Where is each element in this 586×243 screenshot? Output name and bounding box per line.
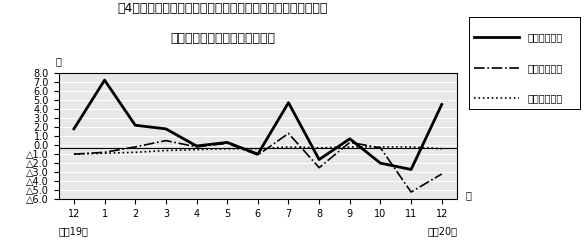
Text: ％: ％ — [56, 56, 62, 66]
Text: 平成19年: 平成19年 — [59, 226, 88, 236]
Text: （規横５人以上　調査産業計）: （規横５人以上 調査産業計） — [170, 32, 275, 44]
Text: 総実労働時間: 総実労働時間 — [528, 63, 563, 73]
Text: 月: 月 — [466, 191, 472, 201]
Text: 常用雇用指数: 常用雇用指数 — [528, 93, 563, 103]
Text: 現金給与総額: 現金給与総額 — [528, 32, 563, 42]
Text: 笥4図　　賃金、労働時間、常用雇用指数対前年同月比の推移: 笥4図 賃金、労働時間、常用雇用指数対前年同月比の推移 — [117, 2, 328, 15]
Text: 平成20年: 平成20年 — [427, 226, 457, 236]
